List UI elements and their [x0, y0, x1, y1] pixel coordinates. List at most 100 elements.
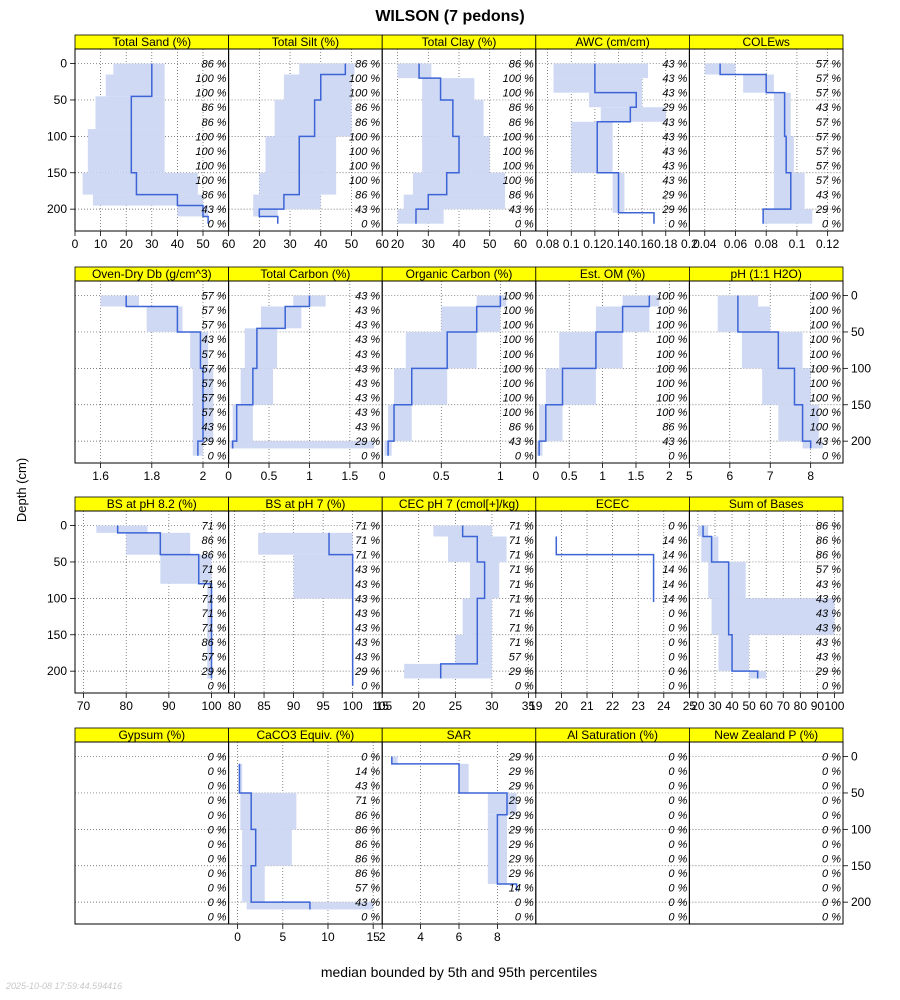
x-tick-label: 100: [202, 699, 222, 713]
x-tick-label: 22: [606, 699, 620, 713]
percentile-band: [718, 634, 750, 672]
panel-strip-label: Total Clay (%): [422, 35, 497, 49]
x-tick-label: 0.12: [583, 237, 607, 251]
data-coverage-label: 0 %: [668, 219, 687, 231]
panel-data: [537, 295, 660, 456]
data-coverage-label: 100 %: [810, 320, 841, 332]
x-tick-label: 2: [666, 469, 673, 483]
data-coverage-label: 43 %: [355, 392, 380, 404]
percentile-band: [82, 172, 198, 195]
data-coverage-label: 14 %: [662, 579, 687, 591]
data-coverage-label: 86 %: [816, 535, 841, 547]
y-tick-label: 0: [851, 750, 858, 764]
x-tick-label: 20: [391, 237, 405, 251]
y-tick-label: 100: [47, 129, 67, 143]
percentile-band: [741, 331, 803, 369]
data-coverage-label: 43 %: [355, 320, 380, 332]
data-coverage-label: 100 %: [503, 131, 534, 143]
data-coverage-label: 57 %: [202, 305, 227, 317]
y-tick-label: 100: [851, 361, 871, 375]
percentile-band: [762, 368, 811, 405]
x-tick-label: 8: [807, 469, 814, 483]
percentile-band: [388, 404, 412, 442]
percentile-band: [441, 306, 501, 332]
data-coverage-label: 0 %: [208, 868, 227, 880]
data-coverage-label: 14 %: [662, 535, 687, 547]
panel-grid: Total Sand (%)86 %100 %100 %86 %86 %100 …: [47, 34, 871, 944]
x-tick-label: 0.08: [536, 237, 560, 251]
x-tick-label: 0.06: [724, 237, 748, 251]
x-tick-label: 1.8: [143, 469, 160, 483]
data-coverage-label: 29 %: [354, 666, 380, 678]
x-tick-label: 15: [366, 930, 380, 944]
x-tick-label: 0.16: [630, 237, 654, 251]
median-line: [231, 295, 311, 449]
data-coverage-label: 43 %: [662, 436, 687, 448]
x-tick-label: 85: [257, 699, 271, 713]
data-coverage-label: 0 %: [822, 868, 841, 880]
data-coverage-label: 43 %: [202, 204, 227, 216]
data-coverage-label: 57 %: [816, 131, 841, 143]
panel-data: [96, 525, 213, 679]
data-coverage-label: 43 %: [355, 305, 380, 317]
data-coverage-label: 57 %: [509, 652, 534, 664]
data-coverage-label: 100 %: [656, 378, 687, 390]
panel-strip-label: AWC (cm/cm): [575, 35, 649, 49]
data-coverage-label: 100 %: [810, 378, 841, 390]
data-coverage-label: 57 %: [816, 146, 841, 158]
percentile-band: [160, 554, 212, 584]
x-tick-label: 19: [529, 699, 543, 713]
data-coverage-label: 0 %: [208, 897, 227, 909]
median-line: [719, 63, 792, 224]
percentile-band: [299, 63, 355, 75]
data-coverage-label: 43 %: [355, 422, 380, 434]
x-tick-label: 95: [316, 699, 330, 713]
percentile-band: [260, 306, 302, 329]
panel-data: [553, 63, 666, 224]
x-tick-label: 6: [456, 930, 463, 944]
data-coverage-label: 86 %: [202, 59, 227, 71]
panel: BS at pH 8.2 (%) 71 % 86 % 86 % 71 % 71 % 71 %…: [47, 496, 230, 713]
data-coverage-label: 43 %: [355, 637, 380, 649]
percentile-band: [87, 129, 165, 173]
data-coverage-label: 43 %: [355, 897, 380, 909]
y-tick-label: 100: [851, 822, 871, 836]
x-tick-label: 25: [449, 699, 463, 713]
y-axis-label: Depth (cm): [14, 458, 29, 522]
data-coverage-label: 100 %: [503, 175, 534, 187]
panel-data: [717, 295, 823, 449]
data-coverage-label: 29 %: [508, 666, 534, 678]
x-tick-label: 50: [345, 237, 359, 251]
percentile-band: [190, 331, 209, 369]
x-tick-label: 30: [283, 237, 297, 251]
y-tick-label: 150: [47, 628, 67, 642]
data-coverage-label: 71 %: [509, 535, 534, 547]
median-line: [387, 295, 502, 456]
median-line: [391, 756, 518, 892]
percentile-band: [455, 634, 492, 664]
data-coverage-label: 43 %: [202, 422, 227, 434]
data-coverage-label: 57 %: [202, 392, 227, 404]
data-coverage-label: 43 %: [355, 291, 380, 303]
data-coverage-label: 0 %: [668, 883, 687, 895]
panel-strip-label: COLEws: [743, 35, 790, 49]
percentile-band: [763, 209, 813, 224]
panel-data: [238, 763, 374, 910]
data-coverage-label: 86 %: [816, 550, 841, 562]
data-coverage-label: 0 %: [515, 681, 534, 693]
data-coverage-label: 100 %: [810, 349, 841, 361]
data-coverage-label: 43 %: [509, 204, 534, 216]
panel: AWC (cm/cm) 43 % 43 % 43 % 29 % 43 % 43 % 43 % 4…: [535, 34, 698, 251]
data-coverage-label: 43 %: [816, 608, 841, 620]
data-coverage-label: 100 %: [656, 363, 687, 375]
data-coverage-label: 0 %: [668, 451, 687, 463]
data-coverage-label: 0 %: [668, 637, 687, 649]
data-coverage-label: 57 %: [202, 363, 227, 375]
panel: ECEC 0 % 14 % 14 % 14 % 14 % 14 % 0 % 0 % 0 % 0 % 0…: [529, 496, 696, 713]
data-coverage-label: 43 %: [816, 637, 841, 649]
panel: Al Saturation (%) 0 % 0 % 0 % 0 % 0 % 0 % 0 % 0 …: [535, 727, 690, 925]
x-tick-label: 30: [708, 699, 722, 713]
data-coverage-label: 43 %: [355, 579, 380, 591]
data-coverage-label: 71 %: [202, 593, 227, 605]
data-coverage-label: 86 %: [355, 824, 380, 836]
